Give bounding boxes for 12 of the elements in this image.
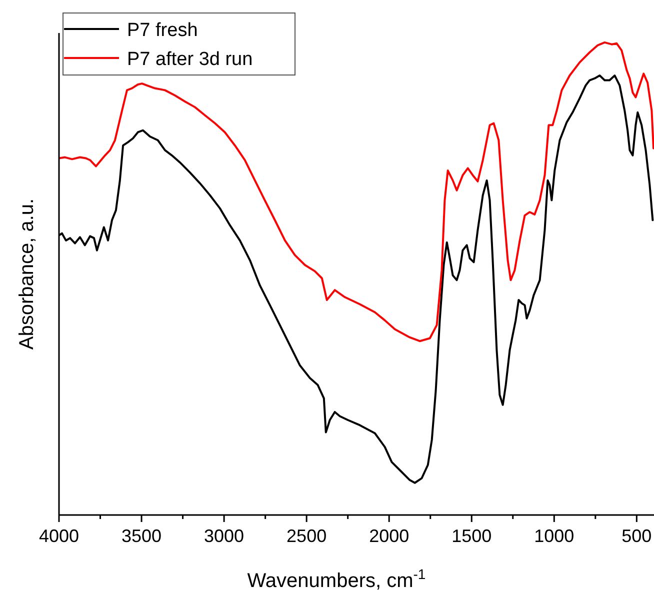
legend-label: P7 fresh — [127, 20, 198, 41]
x-tick-label: 3000 — [204, 526, 244, 546]
x-tick-label: 500 — [622, 526, 652, 546]
x-tick-label: 4000 — [38, 526, 80, 546]
x-tick-label: 2500 — [286, 526, 327, 546]
x-tick-label: 3500 — [122, 526, 162, 546]
x-tick-label: 2000 — [369, 526, 410, 546]
x-axis-title: Wavenumbers, cm$^{-1}$ — [247, 566, 426, 590]
y-axis-title: Absorbance, a.u. — [16, 198, 38, 350]
legend-label: P7 after 3d run — [127, 49, 253, 70]
x-tick-label: 1500 — [452, 526, 492, 546]
x-tick-label: 1000 — [534, 526, 574, 546]
